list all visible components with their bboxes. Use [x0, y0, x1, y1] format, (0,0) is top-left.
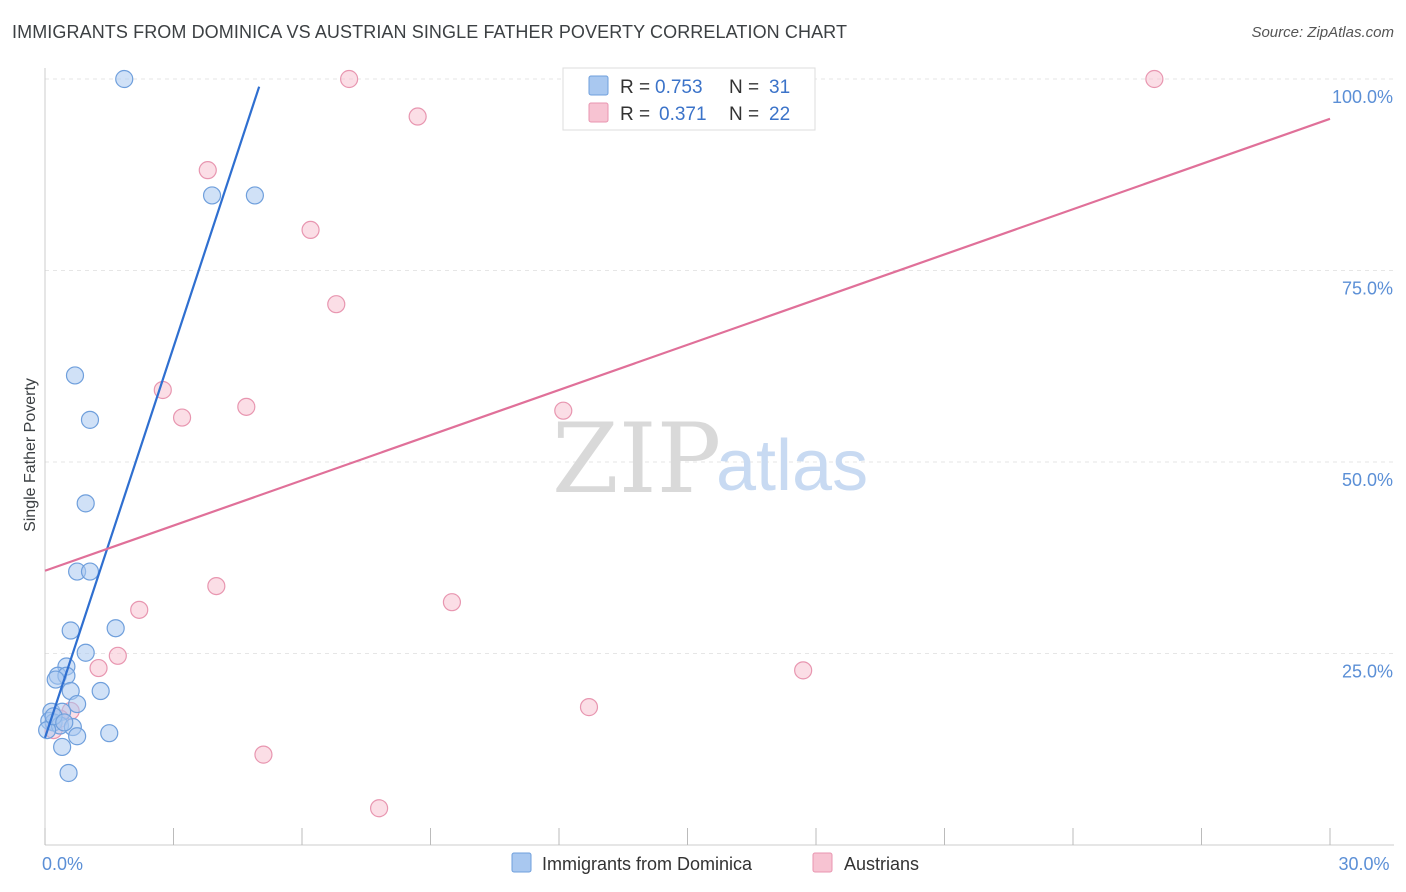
- dominica-point: [68, 727, 87, 746]
- dominica-point: [115, 69, 134, 89]
- austrians-point: [207, 576, 226, 596]
- austrians-point: [327, 295, 346, 314]
- legend-r-value-blue: 0.753: [655, 77, 703, 98]
- austrians-point: [442, 593, 462, 612]
- series-legend: Immigrants from Dominica Austrians: [511, 852, 919, 874]
- legend-r-label-blue: R =: [620, 77, 650, 98]
- legend-n-value-pink: 22: [769, 104, 790, 125]
- austrians-point: [130, 600, 149, 619]
- dominica-point: [76, 643, 95, 662]
- y-tick-label: 75.0%: [1342, 279, 1393, 299]
- dominica-point: [106, 619, 125, 638]
- grid-lines: [45, 78, 1394, 654]
- x-tick-label: 0.0%: [42, 854, 83, 874]
- dominica-point: [53, 737, 72, 757]
- austrians-point: [172, 408, 192, 427]
- austrians-point: [1145, 69, 1164, 89]
- chart-source: Source: ZipAtlas.com: [1251, 24, 1394, 41]
- austrians-point: [794, 661, 813, 680]
- dominica-point: [55, 713, 74, 732]
- legend-n-value-blue: 31: [769, 77, 790, 98]
- dominica-trend-line: [43, 86, 261, 739]
- austrians-point: [198, 161, 217, 180]
- austrians-point: [237, 397, 256, 416]
- dominica-point: [68, 694, 87, 714]
- austrians-point: [108, 646, 127, 665]
- series-swatch-dominica: [511, 852, 532, 873]
- dominica-point: [100, 724, 119, 743]
- dominica-point: [76, 494, 95, 513]
- austrians-point: [579, 698, 599, 717]
- austrians-point: [554, 401, 573, 420]
- dominica-point: [59, 763, 78, 783]
- legend-r-value-pink: 0.371: [659, 104, 707, 125]
- y-tick-label: 25.0%: [1342, 662, 1393, 682]
- legend-swatch-blue: [588, 75, 609, 96]
- legend-n-label-pink: N =: [729, 104, 759, 125]
- dominica-point: [80, 562, 100, 581]
- austrians-point: [301, 220, 320, 240]
- series-label-austrians: Austrians: [844, 854, 919, 874]
- dominica-point: [91, 681, 110, 701]
- austrians-point: [254, 745, 273, 764]
- watermark-zip: ZIP: [552, 403, 721, 515]
- watermark-atlas: atlas: [716, 426, 868, 506]
- legend-r-label-pink: R =: [620, 104, 650, 125]
- trend-lines: [43, 86, 1331, 739]
- y-tick-label: 100.0%: [1332, 87, 1393, 107]
- dominica-point: [80, 410, 100, 429]
- dominica-point: [65, 366, 85, 385]
- dominica-point: [61, 621, 80, 640]
- correlation-legend: R = 0.753 N = 31 R = 0.371 N = 22: [562, 67, 816, 131]
- legend-swatch-pink: [588, 102, 609, 123]
- dominica-point: [202, 186, 222, 205]
- austrians-point: [370, 799, 389, 818]
- x-tick-label: 30.0%: [1338, 854, 1389, 874]
- austrians-trend-line: [44, 117, 1331, 572]
- series-label-dominica: Immigrants from Dominica: [542, 854, 753, 874]
- dominica-point: [245, 186, 264, 205]
- y-axis-label: Single Father Poverty: [22, 378, 39, 532]
- legend-n-label-blue: N =: [729, 77, 759, 98]
- y-tick-label: 50.0%: [1342, 470, 1393, 490]
- austrians-point: [408, 107, 427, 126]
- chart-title: IMMIGRANTS FROM DOMINICA VS AUSTRIAN SIN…: [12, 22, 848, 42]
- x-tick-labels: 0.0% 30.0%: [42, 854, 1390, 874]
- y-tick-labels: 25.0% 50.0% 75.0% 100.0%: [1332, 87, 1393, 682]
- series-swatch-austrians: [812, 852, 833, 873]
- austrians-points: [44, 69, 1164, 818]
- austrians-point: [340, 69, 359, 89]
- austrians-point: [89, 658, 108, 678]
- watermark: ZIP atlas: [552, 403, 868, 515]
